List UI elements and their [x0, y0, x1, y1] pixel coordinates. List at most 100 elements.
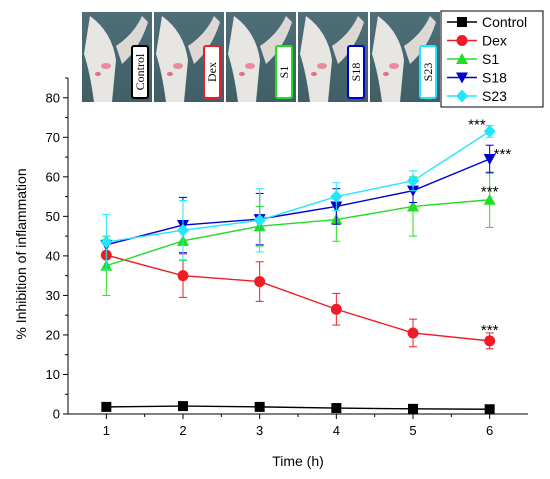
- data-point: [330, 303, 342, 315]
- data-point: [483, 124, 496, 138]
- paw-swelling-mark: [95, 72, 101, 76]
- paw-swelling-mark: [389, 63, 399, 69]
- data-point: [483, 154, 496, 166]
- data-point: [253, 213, 266, 227]
- data-point: [408, 403, 418, 414]
- data-point: [254, 276, 266, 288]
- photo-strip: Control Dex S1 S18 S23: [82, 12, 440, 102]
- photo-label: S1: [277, 66, 291, 79]
- legend-label: S1: [482, 51, 499, 67]
- data-point: [177, 223, 189, 237]
- paw-swelling-mark: [239, 72, 245, 76]
- data-point: [331, 403, 342, 414]
- data-point: [101, 401, 112, 412]
- data-point: [254, 401, 265, 412]
- photo-panel: S23: [370, 12, 440, 102]
- significance-label: ***: [494, 146, 512, 163]
- paw-swelling-mark: [311, 72, 317, 76]
- legend-label: Control: [482, 14, 527, 30]
- photo-label-box: [275, 45, 293, 99]
- x-tick-label: 1: [103, 423, 110, 438]
- photo-label-box: [131, 45, 149, 99]
- y-axis-title: % Inhibition of inflammation: [13, 168, 29, 339]
- photo-label-box: [347, 45, 365, 99]
- paw-swelling-mark: [317, 63, 327, 69]
- legend-marker: [457, 17, 467, 27]
- paw-swelling-mark: [173, 63, 183, 69]
- photo-label: Control: [133, 53, 147, 90]
- mouse-paw-shape: [84, 16, 116, 102]
- significance-label: ***: [481, 322, 499, 339]
- legend-marker: [456, 53, 468, 64]
- mouse-paw-shape: [156, 16, 188, 102]
- y-tick-label: 30: [46, 288, 60, 303]
- significance-label: ***: [468, 116, 486, 133]
- series-s18: [100, 144, 496, 254]
- data-point: [484, 335, 496, 347]
- legend-entry: Control: [447, 14, 527, 30]
- paw-swelling-mark: [101, 63, 111, 69]
- legend-entry: Dex: [447, 33, 507, 49]
- photo-panel: S1: [226, 12, 296, 102]
- legend-entry: S1: [447, 51, 499, 67]
- significance-label: ***: [481, 184, 499, 201]
- photo-label: S18: [349, 63, 363, 82]
- mouse-body-shape: [188, 16, 220, 64]
- paw-swelling-mark: [167, 72, 173, 76]
- series-line: [106, 199, 490, 267]
- paw-swelling-mark: [383, 72, 389, 76]
- photo-label-box: [419, 45, 437, 99]
- x-tick-label: 4: [333, 423, 340, 438]
- data-point: [484, 404, 495, 415]
- x-tick-label: 6: [486, 423, 493, 438]
- mouse-paw-shape: [300, 16, 332, 102]
- y-tick-label: 20: [46, 327, 60, 342]
- series-line: [106, 158, 490, 246]
- y-tick-label: 60: [46, 169, 60, 184]
- legend-marker: [456, 72, 468, 84]
- y-tick-label: 10: [46, 367, 60, 382]
- photo-panel: Dex: [154, 12, 224, 102]
- series-layer: [100, 124, 496, 415]
- photo-label: Dex: [205, 62, 219, 82]
- photo-label: S23: [421, 63, 435, 82]
- y-tick-label: 80: [46, 90, 60, 105]
- y-tick-label: 50: [46, 209, 60, 224]
- mouse-body-shape: [116, 16, 148, 64]
- legend-entry: S18: [447, 70, 507, 86]
- annotation-layer: *** *** *** ***: [468, 116, 511, 339]
- y-tick-label: 70: [46, 130, 60, 145]
- legend-marker: [456, 35, 468, 46]
- legend-marker: [456, 89, 468, 103]
- mouse-paw-shape: [372, 16, 404, 102]
- legend-label: S23: [482, 88, 507, 104]
- legend-entry: S23: [447, 88, 507, 104]
- series-s23: [100, 124, 496, 271]
- photo-panel: Control: [82, 12, 152, 102]
- y-tick-label: 0: [53, 407, 60, 422]
- series-line: [106, 130, 491, 243]
- photo-panel: S18: [298, 12, 368, 102]
- data-point: [407, 327, 419, 339]
- data-point: [177, 270, 189, 282]
- series-control: [101, 401, 495, 415]
- x-tick-label: 2: [179, 423, 186, 438]
- mouse-body-shape: [404, 16, 436, 64]
- data-point: [483, 193, 496, 205]
- mouse-body-shape: [332, 16, 364, 64]
- series-dex: [100, 249, 496, 350]
- series-line: [106, 254, 490, 342]
- x-axis-title: Time (h): [272, 453, 324, 469]
- series-line: [106, 405, 490, 410]
- mouse-paw-shape: [228, 16, 260, 102]
- data-point: [407, 174, 419, 188]
- paw-swelling-mark: [245, 63, 255, 69]
- data-point: [178, 401, 188, 412]
- x-tick-label: 3: [256, 423, 263, 438]
- photo-label-box: [203, 45, 221, 99]
- legend: Control Dex S1 S18 S23: [440, 10, 544, 108]
- y-tick-label: 40: [46, 248, 60, 263]
- data-point: [407, 200, 419, 212]
- x-tick-label: 5: [409, 423, 416, 438]
